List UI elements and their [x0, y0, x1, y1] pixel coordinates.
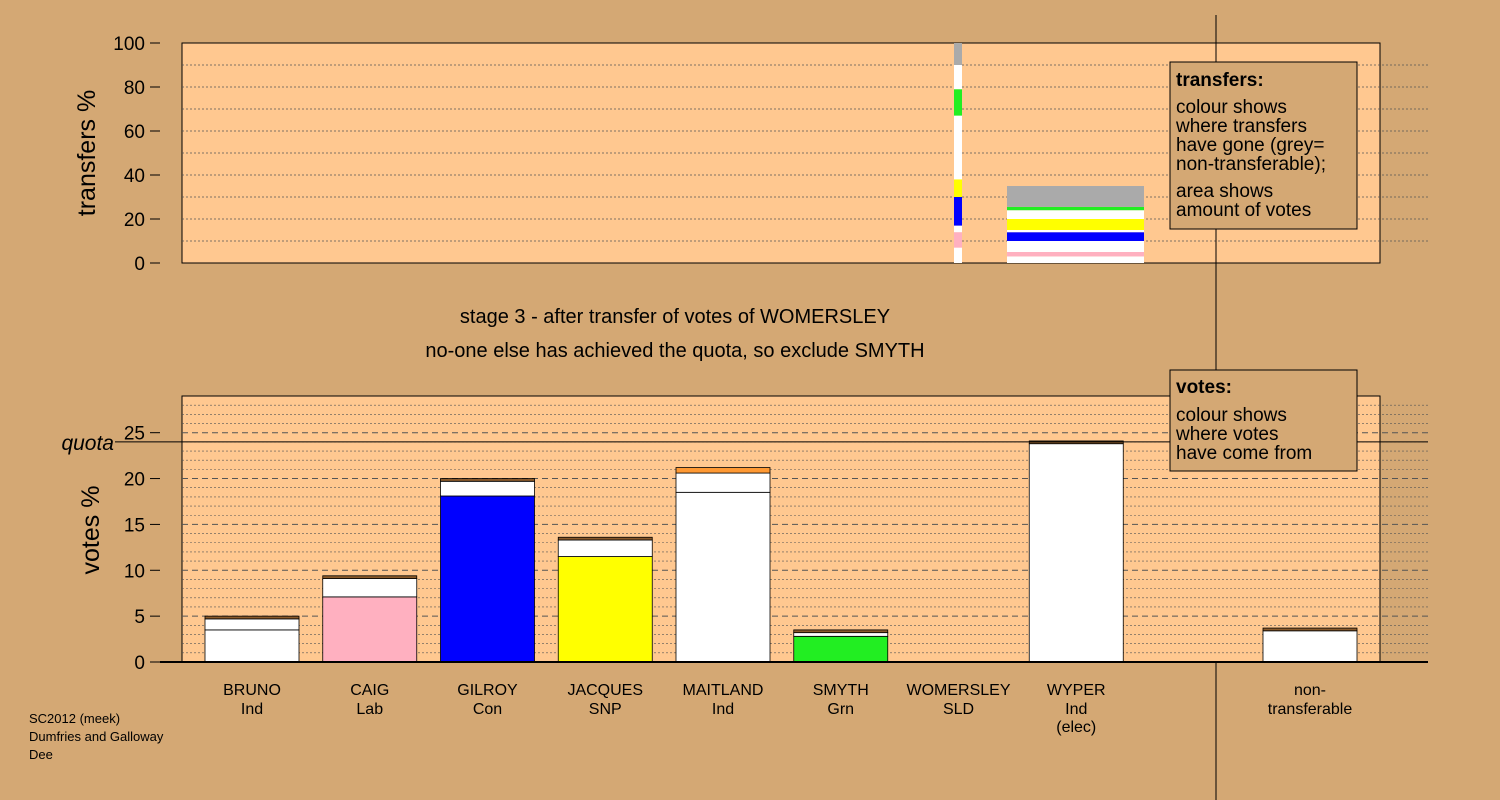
bar-segment [204, 618, 300, 631]
candidate-party: Grn [827, 701, 854, 718]
bar-segment [1028, 443, 1124, 663]
y-tick-label: 5 [134, 607, 145, 628]
candidate-party: Con [473, 701, 502, 718]
bar-segment [322, 578, 418, 598]
transfers-legend-line: amount of votes [1176, 200, 1311, 221]
y-tick-label: 60 [124, 122, 145, 143]
candidate-party: Ind [241, 701, 263, 718]
votes-legend: votes: colour shows where votes have com… [1169, 369, 1358, 472]
candidate-name: MAITLAND [683, 682, 764, 699]
transfer-strip-segment [954, 225, 962, 233]
y-tick-label: 0 [134, 254, 145, 275]
bar-segment [793, 632, 889, 637]
candidate-name: SMYTH [813, 682, 869, 699]
y-tick-label: 20 [124, 470, 145, 491]
bar-segment [675, 467, 771, 474]
candidate-party: Ind [712, 701, 734, 718]
candidate-name: CAIG [350, 682, 389, 699]
bar-segment [675, 491, 771, 663]
bar-segment [675, 472, 771, 493]
y-tick-label: 20 [124, 210, 145, 231]
info-line-ward: Dee [29, 747, 53, 762]
votes-bars [204, 440, 1358, 663]
votes-legend-title: votes: [1176, 377, 1232, 398]
transfers-y-ticks: 0 20 40 60 80 100 [113, 34, 160, 275]
info-line-election: SC2012 (meek) [29, 711, 120, 726]
bar-segment [322, 596, 418, 663]
candidate-party: Lab [356, 701, 383, 718]
y-tick-label: 25 [124, 424, 145, 445]
candidate-name: JACQUES [567, 682, 643, 699]
transfer-block-segment [1007, 252, 1144, 257]
stage-title: stage 3 - after transfer of votes of WOM… [460, 306, 890, 328]
info-line-council: Dumfries and Galloway [29, 729, 164, 744]
transfers-legend-title: transfers: [1176, 70, 1264, 91]
votes-y-ticks: 0 5 10 15 20 25 [124, 424, 160, 674]
transfer-block-segment [1007, 232, 1144, 241]
transfer-strip-segment [954, 115, 962, 180]
votes-y-axis-label: votes % [77, 486, 105, 575]
transfers-legend-line: where transfers [1175, 116, 1307, 137]
transfer-block-segment [1007, 230, 1144, 233]
transfer-block-segment [1007, 256, 1144, 263]
y-tick-label: 40 [124, 166, 145, 187]
candidate-party: Ind [1065, 701, 1087, 718]
transfer-strip-segment [954, 179, 962, 197]
bar-segment [793, 635, 889, 663]
transfers-y-axis-label: transfers % [73, 90, 101, 216]
transfer-strip-segment [954, 232, 962, 248]
stage-subtitle: no-one else has achieved the quota, so e… [425, 340, 924, 362]
transfer-block-segment [1007, 241, 1144, 252]
candidate-name: GILROY [457, 682, 518, 699]
votes-legend-line: have come from [1176, 443, 1312, 464]
transfers-marks [954, 43, 1144, 263]
candidate-note: (elec) [1056, 719, 1096, 736]
bar-segment [1262, 630, 1358, 663]
transfer-block-segment [1007, 219, 1144, 230]
y-tick-label: 15 [124, 515, 145, 536]
transfers-legend: transfers: colour shows where transfers … [1169, 61, 1358, 230]
candidate-name: BRUNO [223, 682, 281, 699]
transfer-strip-segment [954, 197, 962, 226]
bar-segment [322, 575, 418, 579]
transfer-block-segment [1007, 210, 1144, 219]
transfer-strip-segment [954, 65, 962, 90]
bar-segment [204, 615, 300, 620]
bar-segment [557, 556, 653, 663]
candidate-party: SNP [589, 701, 622, 718]
y-tick-label: 80 [124, 78, 145, 99]
bar-segment [557, 536, 653, 541]
y-tick-label: 100 [113, 34, 145, 55]
bar-segment [557, 539, 653, 557]
candidate-name: WYPER [1047, 682, 1106, 699]
transfer-strip-segment [954, 43, 962, 65]
bar-segment [793, 629, 889, 634]
bar-segment [440, 495, 535, 663]
candidate-name: WOMERSLEY [906, 682, 1010, 699]
y-tick-label: 0 [134, 653, 145, 674]
transfers-legend-line: colour shows [1176, 97, 1287, 118]
bar-segment [204, 629, 300, 663]
transfer-strip-segment [954, 247, 962, 263]
transfers-legend-line: have gone (grey= [1176, 135, 1324, 156]
votes-gridlines [182, 404, 1428, 654]
bar-segment [440, 478, 535, 482]
quota-label: quota [61, 432, 114, 455]
transfer-block-segment [1007, 206, 1144, 211]
candidate-party: transferable [1268, 701, 1353, 718]
transfer-strip-segment [954, 89, 962, 116]
votes-legend-line: colour shows [1176, 405, 1287, 426]
votes-legend-line: where votes [1175, 424, 1278, 445]
transfers-legend-line: area shows [1176, 181, 1273, 202]
candidate-labels: BRUNO Ind CAIG Lab GILROY Con JACQUES SNP MAITLA… [223, 682, 1352, 736]
candidate-name: non- [1294, 682, 1326, 699]
candidate-party: SLD [943, 701, 974, 718]
y-tick-label: 10 [124, 561, 145, 582]
transfer-block-segment [1007, 186, 1144, 207]
bar-segment [440, 480, 535, 497]
transfers-legend-line: non-transferable); [1176, 154, 1326, 175]
bar-segment [1262, 627, 1358, 632]
